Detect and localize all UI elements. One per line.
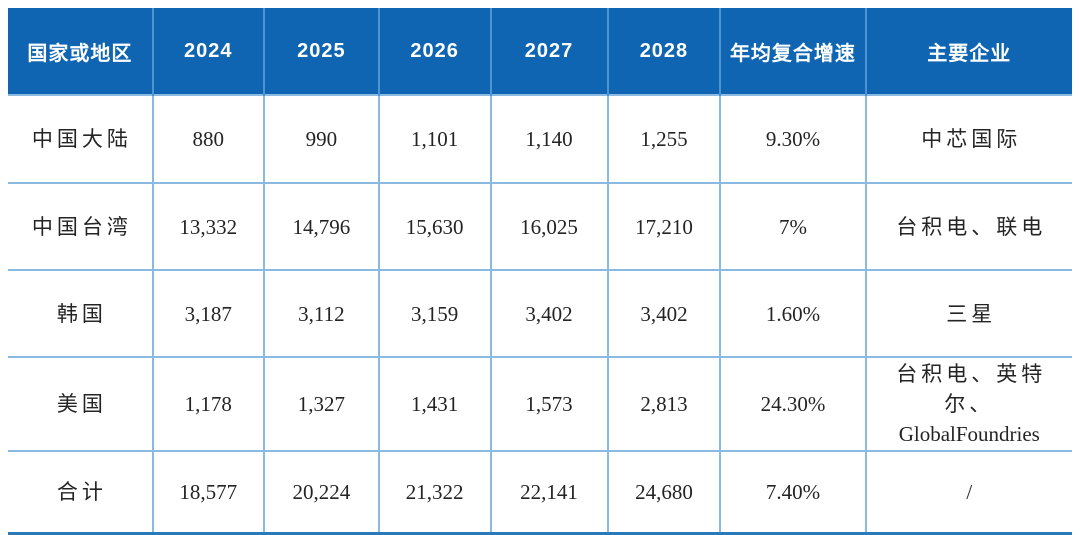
header-cell-col4: 2027 xyxy=(489,8,608,95)
table-cell: 3,402 xyxy=(489,269,608,357)
table-row: 韩国 3,187 3,112 3,159 3,402 3,402 1.60% 三星 xyxy=(8,269,1072,357)
table-cell: 20,224 xyxy=(262,450,379,534)
header-cell-col3: 2026 xyxy=(377,8,491,95)
table-cell: 韩国 xyxy=(8,269,153,357)
table-cell: 3,187 xyxy=(151,269,264,357)
market-forecast-table: 国家或地区 2024 2025 2026 2027 2028 年均复合增速 主要企业 中国大陆… xyxy=(8,8,1072,535)
table-cell: / xyxy=(864,450,1072,534)
table-cell: 1,255 xyxy=(606,94,721,183)
table-header: 国家或地区 2024 2025 2026 2027 2028 年均复合增速 主要企业 xyxy=(8,8,1072,95)
table-cell: 中芯国际 xyxy=(864,94,1072,183)
table-cell: 1,431 xyxy=(377,356,491,451)
table-cell: 24.30% xyxy=(719,356,866,451)
table-cell: 14,796 xyxy=(262,182,379,270)
table-row: 中国大陆 880 990 1,101 1,140 1,255 9.30% 中芯国际 xyxy=(8,94,1072,183)
table-cell: 7.40% xyxy=(719,450,866,534)
table-cell: 1,101 xyxy=(377,94,491,183)
table-cell: 台积电、联电 xyxy=(864,182,1072,270)
table-cell: 三星 xyxy=(864,269,1072,357)
header-cell-col0: 国家或地区 xyxy=(8,8,153,95)
table-cell: 15,630 xyxy=(377,182,491,270)
table-body: 中国大陆 880 990 1,101 1,140 1,255 9.30% 中芯国际 中国台湾 13… xyxy=(8,94,1072,534)
table-cell: 中国台湾 xyxy=(8,182,153,270)
table-cell: 1.60% xyxy=(719,269,866,357)
table-cell: 1,573 xyxy=(489,356,608,451)
table-cell: 3,402 xyxy=(606,269,721,357)
header-cell-col2: 2025 xyxy=(262,8,379,95)
table-cell: 2,813 xyxy=(606,356,721,451)
table-cell: 3,159 xyxy=(377,269,491,357)
table-cell: 1,327 xyxy=(262,356,379,451)
table-cell: 美国 xyxy=(8,356,153,451)
table-cell: 21,322 xyxy=(377,450,491,534)
table-cell: 17,210 xyxy=(606,182,721,270)
table-row: 美国 1,178 1,327 1,431 1,573 2,813 24.30% 台积电、英特尔… xyxy=(8,356,1072,451)
header-cell-col7: 主要企业 xyxy=(864,8,1072,95)
table-cell: 3,112 xyxy=(262,269,379,357)
header-cell-col1: 2024 xyxy=(151,8,264,95)
table-cell: 24,680 xyxy=(606,450,721,534)
table-row: 合计 18,577 20,224 21,322 22,141 24,680 7.40% / xyxy=(8,450,1072,534)
table-cell: 9.30% xyxy=(719,94,866,183)
table-header-row: 国家或地区 2024 2025 2026 2027 2028 年均复合增速 主要企业 xyxy=(8,8,1072,95)
table-cell: 中国大陆 xyxy=(8,94,153,183)
table-cell: 16,025 xyxy=(489,182,608,270)
table-cell: 22,141 xyxy=(489,450,608,534)
header-cell-col6: 年均复合增速 xyxy=(719,8,866,95)
table-cell: 1,178 xyxy=(151,356,264,451)
page: 国家或地区 2024 2025 2026 2027 2028 年均复合增速 主要企业 中国大陆… xyxy=(8,8,1072,535)
table-cell: 990 xyxy=(262,94,379,183)
table-cell: 合计 xyxy=(8,450,153,534)
table-cell: 880 xyxy=(151,94,264,183)
table-row: 中国台湾 13,332 14,796 15,630 16,025 17,210 7% 台积电、… xyxy=(8,182,1072,270)
table-cell: 13,332 xyxy=(151,182,264,270)
table-cell: 18,577 xyxy=(151,450,264,534)
table-cell: 1,140 xyxy=(489,94,608,183)
table-cell: 台积电、英特尔、 GlobalFoundries xyxy=(864,356,1072,451)
table-cell: 7% xyxy=(719,182,866,270)
header-cell-col5: 2028 xyxy=(606,8,721,95)
